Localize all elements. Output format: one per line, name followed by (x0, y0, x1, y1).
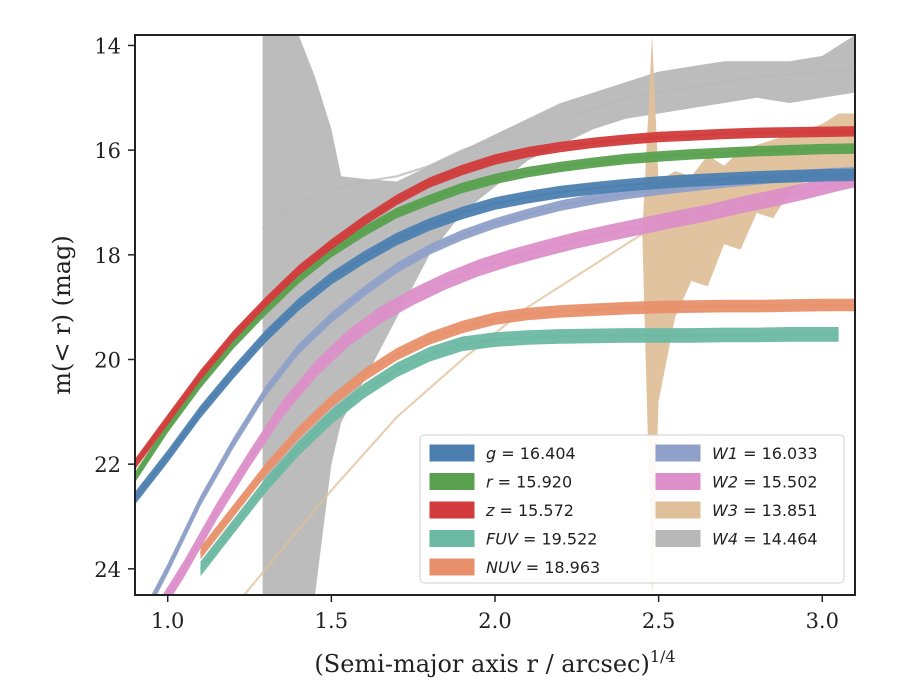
series-line-z (135, 130, 855, 465)
legend-label-w4: W4 = 14.464 (712, 530, 818, 549)
y-tick-label: 14 (94, 34, 121, 58)
legend-label-nuv: NUV = 18.963 (486, 558, 600, 577)
y-tick-label: 16 (94, 139, 121, 163)
x-axis-ticks: 1.0 1.5 2.0 2.5 3.0 (151, 595, 839, 633)
legend-label-w3: W3 = 13.851 (712, 501, 818, 520)
y-tick-label: 24 (94, 558, 121, 582)
x-tick-label: 2.5 (642, 609, 675, 633)
legend-label-r: r = 15.920 (486, 473, 572, 492)
x-tick-label: 1.0 (151, 609, 184, 633)
y-axis-ticks: 14 16 18 20 22 24 (94, 34, 135, 582)
legend-swatch-fuv (429, 530, 475, 547)
band-fuv (200, 327, 839, 577)
legend-swatch-r (429, 473, 475, 490)
x-tick-label: 3.0 (806, 609, 839, 633)
legend-swatch-w4 (655, 530, 701, 547)
band-w4 (262, 35, 855, 595)
legend-label-fuv: FUV = 19.522 (486, 530, 597, 549)
y-tick-label: 18 (94, 244, 121, 268)
series-layer (135, 35, 855, 595)
legend-swatch-w1 (655, 444, 701, 462)
x-axis-label: (Semi-major axis r / arcsec)1/4 (314, 647, 675, 678)
legend-label-g: g = 16.404 (486, 444, 576, 463)
series-line-w4 (261, 68, 855, 230)
legend-label-z: z = 15.572 (485, 501, 574, 520)
legend-swatch-nuv (429, 558, 475, 576)
legend-swatch-w2 (655, 473, 701, 490)
legend-swatch-w3 (655, 501, 701, 519)
series-line-r (135, 147, 855, 478)
y-axis-label: m(< r) (mag) (48, 235, 76, 394)
series-line-w3 (242, 128, 855, 595)
series-line-w2 (166, 177, 855, 595)
series-line-nuv (199, 304, 855, 554)
legend-label-w2: W2 = 15.502 (712, 473, 818, 492)
x-tick-label: 2.0 (478, 609, 511, 633)
legend-swatch-z (429, 501, 475, 519)
y-tick-label: 20 (94, 348, 121, 372)
legend-swatch-g (429, 444, 475, 462)
legend-label-w1: W1 = 16.033 (712, 444, 818, 463)
x-tick-label: 1.5 (315, 609, 348, 633)
legend-frame (419, 434, 845, 584)
series-line-g (135, 173, 855, 499)
y-tick-label: 22 (94, 453, 121, 477)
band-w2 (162, 170, 855, 595)
series-line-fuv (199, 333, 839, 570)
legend: g = 16.404 r = 15.920 z = 15.572 FUV = 19.5… (419, 434, 845, 584)
